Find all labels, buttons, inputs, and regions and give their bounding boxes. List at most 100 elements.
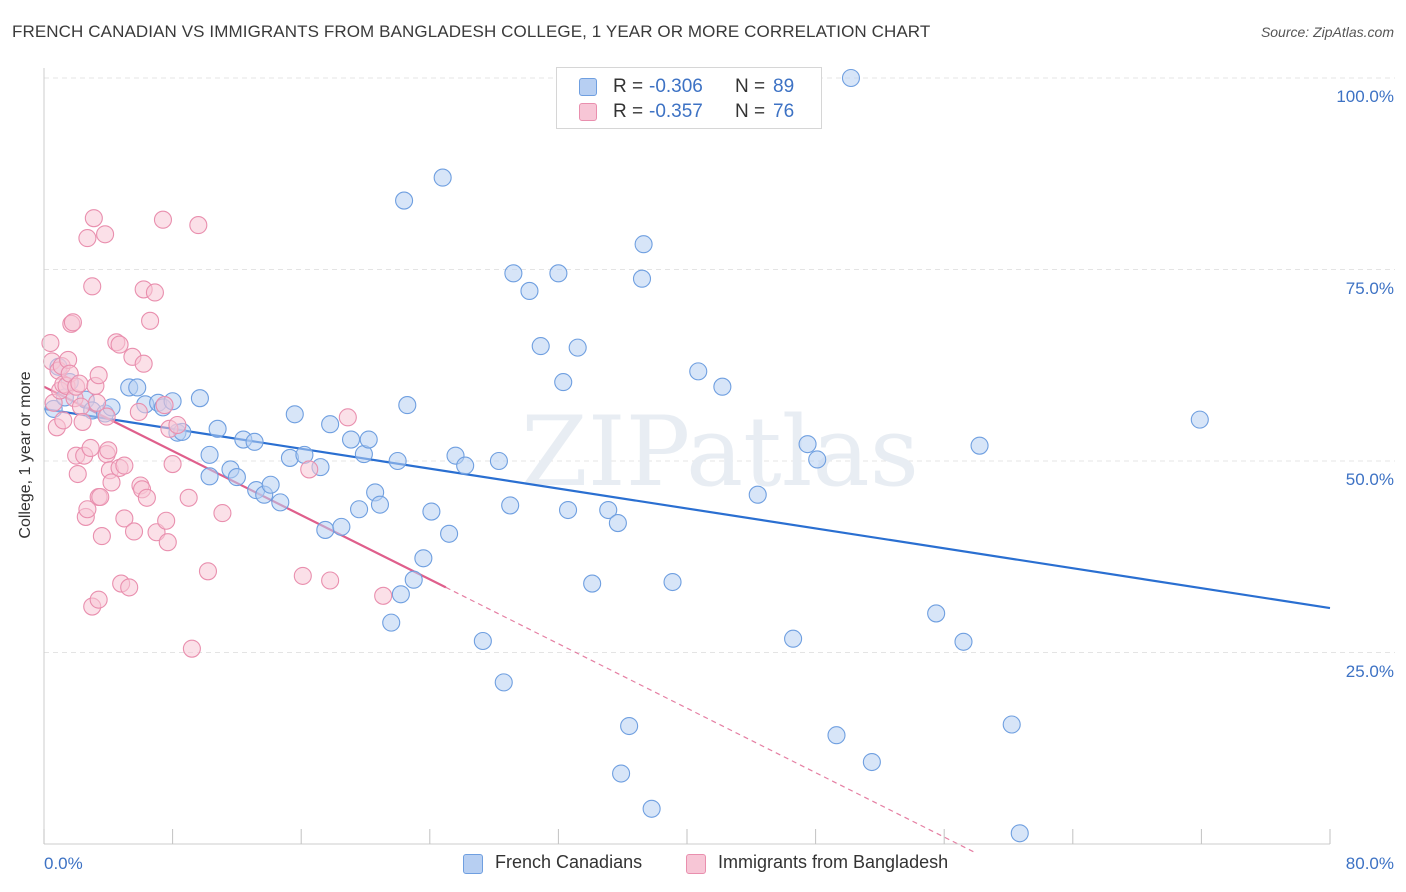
data-point <box>110 335 129 354</box>
data-point <box>332 517 351 536</box>
data-point <box>128 378 147 397</box>
data-point <box>391 585 410 604</box>
r-label: R = <box>613 101 644 122</box>
data-point <box>91 487 110 507</box>
y-tick-label: 25.0% <box>1345 661 1394 681</box>
data-point <box>599 500 618 520</box>
data-point <box>558 500 578 520</box>
data-point <box>663 572 682 592</box>
data-point <box>713 377 732 396</box>
data-point <box>827 726 846 745</box>
data-point <box>341 430 361 449</box>
data-point <box>359 430 378 449</box>
data-point <box>73 412 92 431</box>
data-point <box>78 229 97 248</box>
data-point <box>189 216 208 235</box>
watermark: ZIPatlas <box>521 396 919 508</box>
data-point <box>583 574 602 593</box>
data-point <box>190 389 209 408</box>
data-point <box>927 604 946 623</box>
data-point <box>115 456 134 475</box>
legend-swatch-pink <box>686 854 706 874</box>
data-point <box>99 441 118 460</box>
data-point <box>1002 715 1021 734</box>
data-point <box>89 590 108 609</box>
data-point <box>124 522 144 541</box>
data-point <box>321 571 340 590</box>
legend-swatch-blue <box>463 854 483 874</box>
axes <box>43 68 1331 845</box>
data-point <box>83 277 102 296</box>
data-point <box>568 338 587 357</box>
data-point <box>145 283 164 302</box>
data-point <box>134 354 153 373</box>
data-point <box>153 210 173 229</box>
data-point <box>642 799 661 818</box>
data-point <box>227 468 246 487</box>
data-point <box>78 500 97 519</box>
data-point <box>168 415 187 435</box>
data-point <box>422 502 441 521</box>
x-tick-label-max: 80.0% <box>1345 854 1394 873</box>
data-point <box>158 533 177 552</box>
series-bangladesh <box>41 209 393 658</box>
data-point <box>157 511 176 530</box>
data-point <box>382 613 401 632</box>
chart-source: Source: ZipAtlas.com <box>1260 24 1394 40</box>
legend-swatch-pink <box>579 103 597 121</box>
data-point <box>120 578 139 597</box>
data-point <box>398 396 417 415</box>
legend-swatch-blue <box>579 78 597 96</box>
data-point <box>404 570 423 589</box>
data-point <box>473 631 492 651</box>
legend-label: French Canadians <box>495 852 643 872</box>
data-point <box>96 225 115 244</box>
data-point <box>388 451 407 471</box>
data-point <box>440 524 459 543</box>
data-point <box>689 362 708 381</box>
data-point <box>549 264 568 283</box>
data-point <box>808 450 827 469</box>
data-point <box>414 549 433 568</box>
data-point <box>41 333 60 353</box>
grid <box>44 77 1395 653</box>
data-point <box>554 373 573 392</box>
data-point <box>285 405 304 424</box>
r-value: -0.306 <box>649 76 703 97</box>
data-point <box>300 460 319 479</box>
data-point <box>87 393 107 412</box>
data-point <box>612 764 631 783</box>
data-point <box>350 500 369 519</box>
n-label: N = <box>735 101 766 122</box>
data-point <box>70 374 89 393</box>
x-tick-label-min: 0.0% <box>44 854 83 873</box>
trend-line-extrapolated <box>445 586 977 854</box>
data-point <box>608 513 627 533</box>
data-point <box>954 632 973 651</box>
data-point <box>129 402 148 422</box>
n-label: N = <box>735 76 766 97</box>
data-point <box>494 673 513 692</box>
data-point <box>245 432 264 451</box>
data-point <box>89 366 108 385</box>
r-value: -0.357 <box>649 101 703 122</box>
data-point <box>370 495 390 514</box>
data-point <box>163 455 182 474</box>
data-point <box>141 311 160 330</box>
data-point <box>374 586 393 605</box>
data-point <box>92 527 111 546</box>
stats-legend: R = -0.306 N = 89 R = -0.357 N = 76 <box>556 67 822 129</box>
data-point <box>271 493 290 512</box>
data-point <box>748 485 767 504</box>
data-point <box>200 445 219 464</box>
data-point <box>208 419 227 438</box>
data-point <box>970 436 989 455</box>
data-point <box>63 313 82 332</box>
data-point <box>433 168 452 187</box>
data-point <box>632 269 652 288</box>
data-point <box>293 566 312 585</box>
data-point <box>115 509 134 528</box>
data-point <box>179 488 198 507</box>
data-point <box>68 464 87 484</box>
data-point <box>1010 824 1029 843</box>
